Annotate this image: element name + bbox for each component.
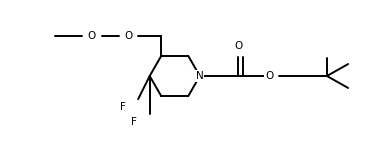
Text: O: O <box>88 31 96 41</box>
Text: O: O <box>265 71 273 81</box>
Text: O: O <box>125 31 133 41</box>
Text: N: N <box>196 71 204 81</box>
Text: O: O <box>234 41 242 51</box>
Text: F: F <box>132 117 137 126</box>
Text: F: F <box>120 102 126 112</box>
